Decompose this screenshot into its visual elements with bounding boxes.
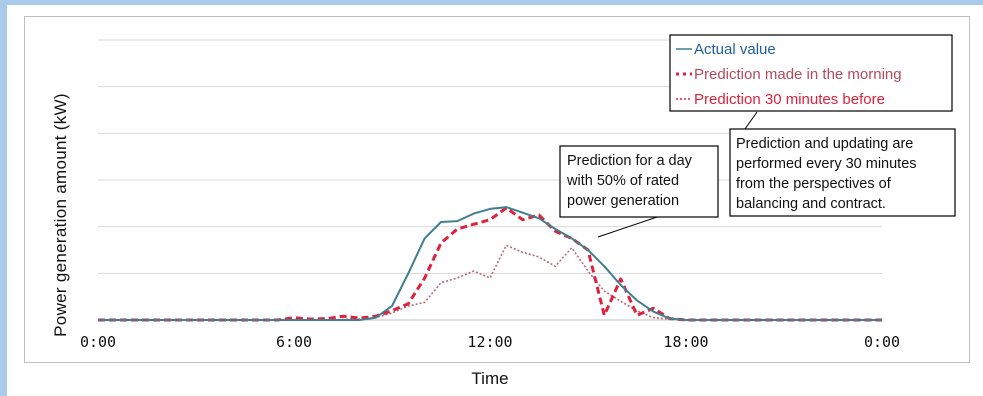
series-line-1: [98, 206, 882, 322]
callout-50pct-line-3: power generation: [567, 193, 679, 209]
frame-top-border: [0, 0, 983, 5]
x-tick-label-1: 6:00: [276, 333, 312, 351]
x-tick-label-4: 0:00: [864, 333, 900, 351]
series-layer: [98, 206, 882, 322]
y-axis-label: Power generation amount (kW): [51, 93, 70, 337]
callout-50pct-line-2: with 50% of rated: [566, 173, 679, 189]
legend-box: [669, 34, 953, 112]
callout-leader-30min: [744, 111, 758, 130]
x-tick-labels: 0:00 6:00 12:00 18:00 0:00: [80, 333, 900, 351]
callout-leader-50pct: [597, 215, 661, 238]
series-line-2: [98, 244, 882, 321]
callout-30min-line-1: Prediction and updating are: [736, 136, 913, 152]
annotation-50-percent: Prediction for a day with 50% of rated p…: [559, 145, 719, 238]
legend-label-30min: Prediction 30 minutes before: [694, 91, 885, 108]
callout-30min-line-2: performed every 30 minutes: [736, 156, 917, 172]
callout-30min-line-4: balancing and contract.: [736, 196, 886, 212]
annotation-30-minutes: Prediction and updating are performed ev…: [729, 111, 956, 217]
callout-50pct-line-1: Prediction for a day: [567, 153, 693, 169]
x-tick-label-3: 18:00: [663, 333, 708, 351]
x-tick-label-2: 12:00: [467, 333, 512, 351]
x-axis-label: Time: [471, 369, 508, 388]
callout-30min-line-3: from the perspectives of: [736, 176, 892, 192]
callout-box-30min: [729, 128, 956, 217]
legend-label-actual: Actual value: [694, 41, 776, 58]
frame-left-border: [0, 0, 7, 396]
callout-box-50pct: [559, 145, 719, 218]
x-tick-label-0: 0:00: [80, 333, 116, 351]
legend: Actual value Prediction made in the morn…: [669, 34, 953, 112]
legend-label-morning: Prediction made in the morning: [694, 66, 902, 83]
series-line-0: [98, 206, 882, 321]
